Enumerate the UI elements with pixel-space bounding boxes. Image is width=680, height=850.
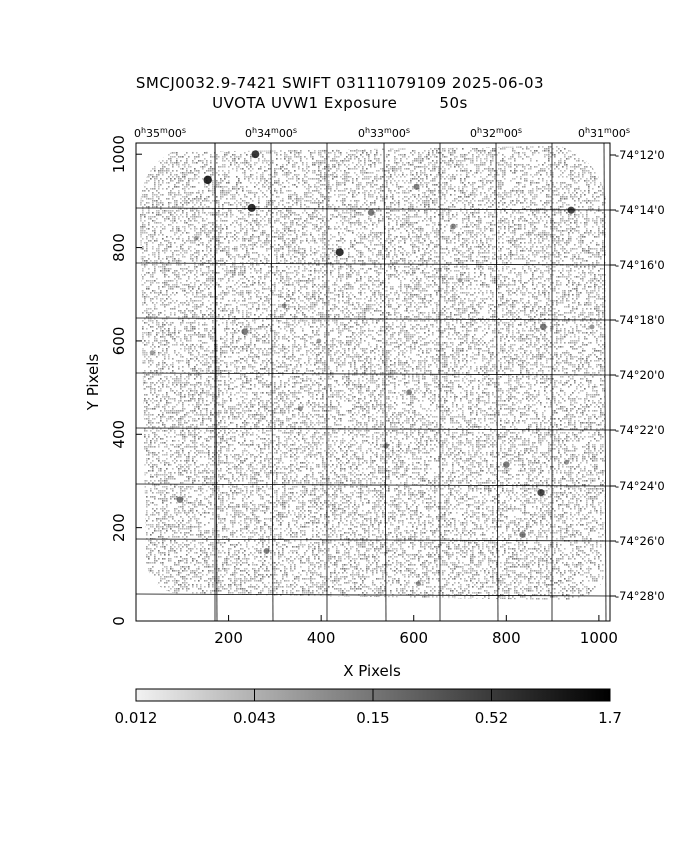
- y-tick-label: 600: [110, 327, 128, 356]
- point-source: [204, 176, 212, 184]
- point-source: [450, 224, 456, 230]
- point-source: [564, 460, 569, 465]
- point-source: [177, 496, 184, 503]
- x-axis-ticks: 200 400 600 800 1000: [214, 615, 618, 647]
- colorbar-tick-label: 0.012: [115, 709, 158, 727]
- point-source: [537, 489, 544, 496]
- point-source: [406, 389, 412, 395]
- colorbar-tick-label: 0.15: [356, 709, 389, 727]
- point-source: [336, 248, 344, 256]
- x-tick-label: 1000: [580, 629, 618, 647]
- y-tick-label: 400: [110, 420, 128, 449]
- ra-label: 0h33m00s: [358, 126, 410, 140]
- point-source: [248, 204, 256, 212]
- colorbar-tick-label: 0.043: [233, 709, 276, 727]
- y-axis-label: Y Pixels: [84, 354, 102, 412]
- dec-label: -74°26'0: [615, 534, 665, 548]
- x-axis-label: X Pixels: [343, 662, 401, 680]
- x-tick-label: 200: [214, 629, 243, 647]
- colorbar-tick-label: 1.7: [598, 709, 622, 727]
- point-source: [540, 324, 547, 331]
- y-tick-label: 0: [110, 616, 128, 626]
- dec-label: -74°16'0: [615, 258, 665, 272]
- point-source: [383, 443, 388, 448]
- point-source: [194, 236, 199, 241]
- ra-label: 0h35m00s: [134, 126, 186, 140]
- y-tick-label: 200: [110, 513, 128, 542]
- point-source: [503, 461, 510, 468]
- point-source: [241, 328, 248, 335]
- ra-label: 0h34m00s: [245, 126, 297, 140]
- x-tick-label: 400: [307, 629, 336, 647]
- dec-label: -74°28'0: [615, 589, 665, 603]
- point-source: [298, 406, 303, 411]
- dec-label: -74°18'0: [615, 313, 665, 327]
- dec-label: -74°24'0: [615, 479, 665, 493]
- dec-label: -74°14'0: [615, 203, 665, 217]
- point-source: [519, 531, 525, 537]
- y-tick-label: 1000: [110, 135, 128, 173]
- ra-axis-labels: 0h35m00s 0h34m00s 0h33m00s 0h32m00s 0h31m00s: [134, 126, 630, 140]
- y-tick-label: 800: [110, 233, 128, 262]
- point-source: [282, 304, 287, 309]
- ra-label: 0h31m00s: [578, 126, 630, 140]
- ra-label: 0h32m00s: [470, 126, 522, 140]
- dec-grid-line: [136, 594, 610, 596]
- point-source: [416, 581, 421, 586]
- colorbar-tick-label: 0.52: [475, 709, 508, 727]
- point-source: [458, 278, 463, 283]
- x-tick-label: 600: [399, 629, 428, 647]
- dec-label: -74°20'0: [615, 368, 665, 382]
- point-source: [252, 150, 260, 158]
- dec-axis-labels: -74°12'0 -74°14'0 -74°16'0 -74°18'0 -74°20'0…: [610, 148, 665, 603]
- dec-label: -74°22'0: [615, 423, 665, 437]
- point-source: [316, 339, 321, 344]
- point-source: [264, 548, 270, 554]
- point-source: [414, 184, 420, 190]
- y-axis-ticks: 0 200 400 600 800 1000: [110, 135, 142, 626]
- dec-label: -74°12'0: [615, 148, 665, 162]
- x-tick-label: 800: [492, 629, 521, 647]
- point-source: [589, 324, 594, 329]
- point-source: [368, 209, 375, 216]
- point-source: [150, 350, 155, 355]
